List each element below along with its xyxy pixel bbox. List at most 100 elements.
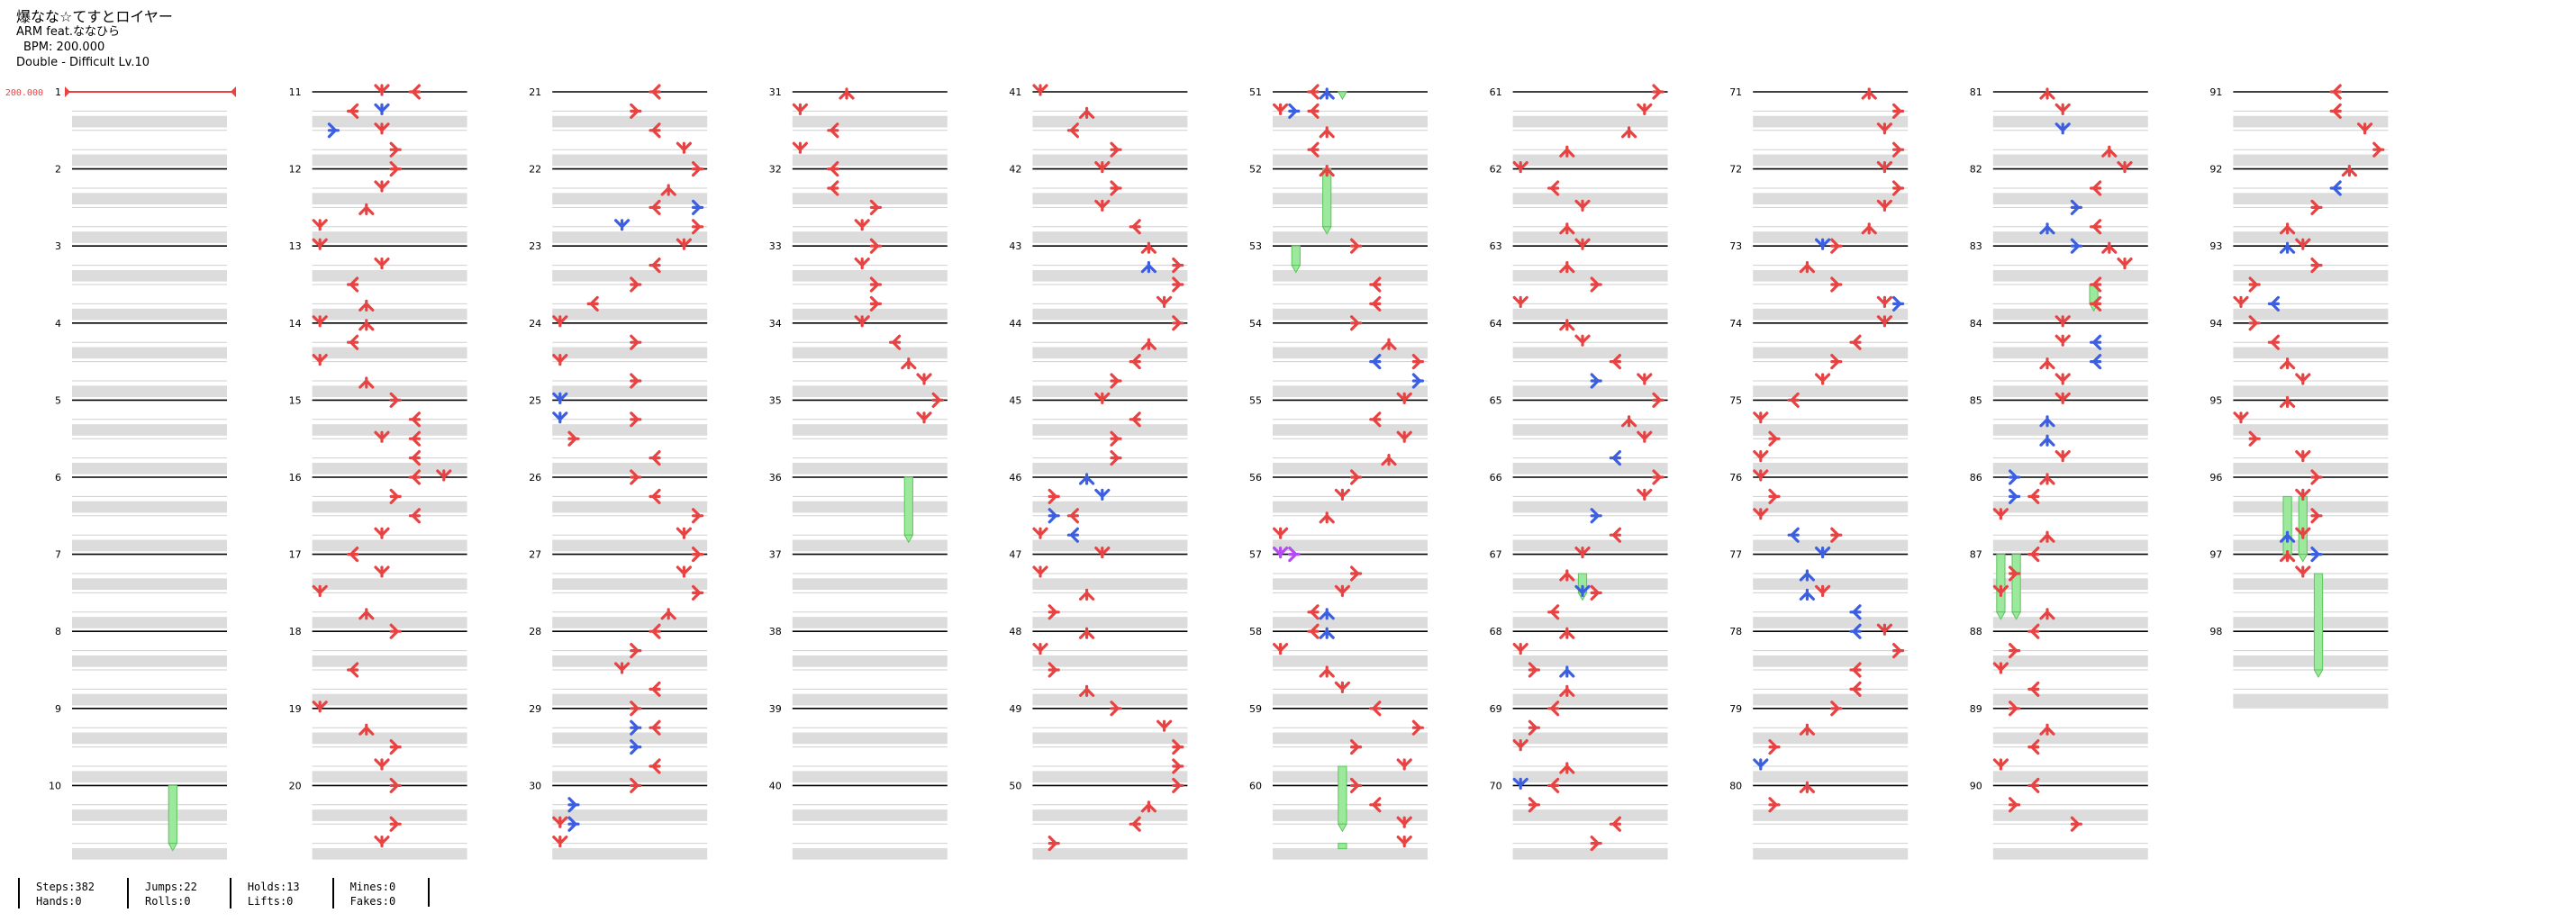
beat-band (72, 231, 227, 243)
hold-tail (2313, 669, 2324, 679)
arrow-icon (869, 238, 883, 254)
arrow-note (1110, 373, 1122, 389)
arrow-note (1110, 180, 1122, 196)
arrow-note (2039, 530, 2055, 543)
arrow-icon (1512, 295, 1528, 308)
arrow-note (567, 430, 580, 447)
arrow-icon (630, 276, 642, 293)
arrow-icon (1319, 87, 1335, 100)
arrow-note (1849, 681, 1862, 698)
arrow-note (2039, 222, 2055, 235)
arrow-note (869, 295, 883, 312)
arrow-note (1078, 627, 1095, 639)
arrow-icon (676, 565, 693, 578)
hold-tail (2011, 611, 2022, 620)
arrow-icon (649, 681, 661, 698)
arrow-icon (1849, 334, 1862, 350)
arrow-icon (1369, 411, 1382, 428)
arrow-icon (389, 623, 402, 639)
arrow-icon (1411, 354, 1425, 370)
arrow-icon (1094, 161, 1111, 174)
beat-band (552, 385, 708, 398)
beat-band (2233, 154, 2389, 167)
arrow-icon (1110, 450, 1122, 466)
beat-band (1992, 578, 2148, 591)
arrow-icon (2090, 180, 2102, 196)
beat-band (1032, 385, 1188, 398)
arrow-icon (1066, 508, 1080, 524)
arrow-icon (1753, 469, 1769, 482)
measure-number: 66 (1490, 472, 1502, 484)
arrow-icon (1849, 662, 1862, 678)
arrow-icon (630, 103, 642, 120)
arrow-note (1753, 758, 1769, 771)
measure-number: 42 (1009, 164, 1021, 176)
arrow-note (347, 546, 359, 563)
arrow-note (1272, 642, 1289, 655)
beat-band (1992, 269, 2148, 282)
arrow-note (1876, 199, 1892, 212)
arrow-icon (1129, 354, 1141, 370)
arrow-note (1547, 777, 1560, 794)
arrow-note (1753, 411, 1769, 424)
arrow-note (436, 469, 452, 482)
arrow-note (1609, 450, 1622, 466)
hold-body (1338, 765, 1347, 825)
arrow-note (408, 508, 421, 524)
arrow-note (1892, 642, 1905, 659)
measure-number: 55 (1249, 394, 1262, 406)
beat-band (1032, 847, 1188, 860)
arrow-note (1066, 508, 1080, 524)
arrow-note (1172, 258, 1184, 274)
arrow-note (2027, 681, 2040, 698)
measure-number: 95 (2209, 394, 2222, 406)
arrow-icon (2280, 241, 2296, 254)
beat-band (1273, 539, 1428, 552)
arrow-icon (1876, 161, 1892, 174)
beat-band (552, 578, 708, 591)
arrow-note (2295, 527, 2311, 539)
arrow-icon (1349, 738, 1363, 755)
measure-number: 72 (1729, 164, 1742, 176)
beat-band (1992, 617, 2148, 628)
arrow-note (1992, 662, 2009, 674)
arrow-icon (613, 662, 630, 674)
beat-band (792, 578, 948, 591)
hands-count: Hands:0 (36, 895, 82, 908)
beat-band (552, 732, 708, 745)
bpm-marker-left (65, 86, 70, 97)
arrow-icon (1753, 411, 1769, 424)
arrow-icon (2070, 199, 2082, 215)
arrow-icon (691, 508, 704, 524)
beat-band (72, 655, 227, 667)
arrow-icon (1288, 103, 1301, 120)
measure-number: 64 (1490, 318, 1502, 330)
arrow-icon (2054, 103, 2071, 116)
beat-band (552, 193, 708, 205)
beat-band (552, 771, 708, 783)
arrow-note (312, 354, 328, 366)
arrow-note (552, 411, 568, 424)
arrow-note (916, 411, 932, 424)
arrow-icon (2039, 357, 2055, 370)
beat-band (792, 424, 948, 436)
arrow-note (613, 219, 630, 231)
beat-band (552, 154, 708, 167)
arrow-note (1512, 642, 1528, 655)
arrow-icon (347, 276, 359, 293)
arrow-note (1396, 758, 1412, 771)
beat-band (1753, 115, 1909, 128)
arrow-icon (1590, 276, 1602, 293)
beat-band (312, 193, 467, 205)
arrow-note (2039, 357, 2055, 370)
arrow-note (1349, 315, 1363, 331)
arrow-icon (1334, 681, 1351, 694)
beat-band (1753, 847, 1909, 860)
arrow-icon (2295, 450, 2311, 463)
beat-band (2233, 269, 2389, 282)
arrow-note (2280, 395, 2296, 408)
beat-band (72, 501, 227, 513)
beat-band (1273, 655, 1428, 667)
arrow-note (1814, 238, 1831, 250)
beat-band (72, 617, 227, 628)
